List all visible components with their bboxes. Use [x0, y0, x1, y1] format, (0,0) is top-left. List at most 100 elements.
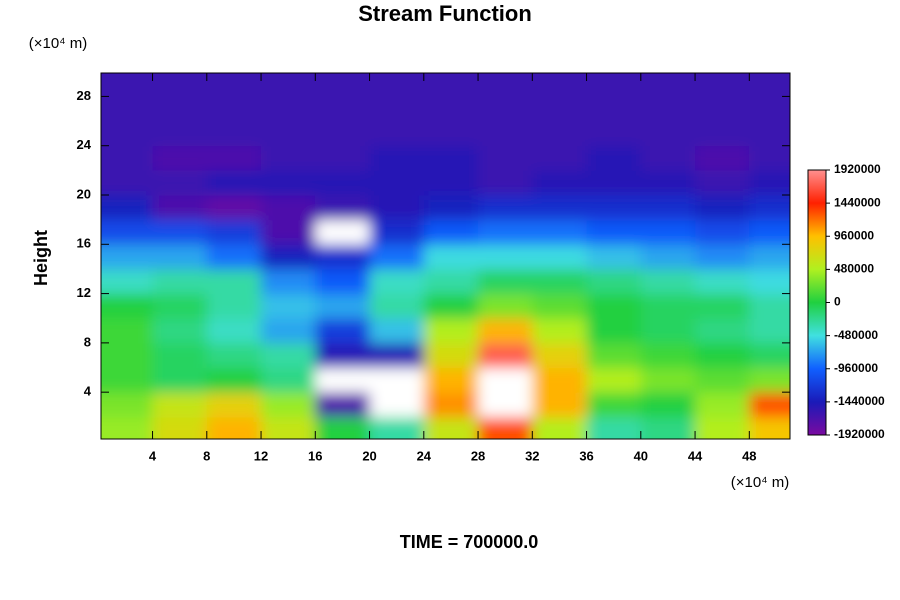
contour-cell: [315, 96, 371, 122]
contour-cell: [261, 268, 316, 295]
contour-cell: [101, 73, 154, 97]
contour-cell: [640, 96, 696, 122]
contour-cell: [478, 367, 533, 393]
y-tick-label: 24: [77, 137, 92, 152]
contour-cell: [695, 367, 750, 393]
contour-cell: [423, 244, 479, 270]
contour-cell: [101, 145, 154, 171]
contour-cell: [532, 367, 588, 393]
contour-cell: [478, 73, 533, 97]
contour-cell: [532, 96, 588, 122]
contour-cell: [586, 73, 642, 97]
contour-cell: [749, 244, 790, 270]
contour-cell: [206, 195, 262, 221]
contour-cell: [315, 244, 371, 270]
contour-cell: [423, 121, 479, 147]
contour-cell: [206, 318, 262, 344]
contour-cell: [695, 73, 750, 97]
contour-cell: [586, 318, 642, 344]
colorbar-tick-label: 1440000: [834, 195, 881, 209]
contour-cell: [695, 318, 750, 344]
contour-cell: [478, 145, 533, 171]
contour-cell: [206, 170, 262, 196]
contour-cell: [423, 268, 479, 295]
contour-cell: [315, 342, 371, 369]
contour-cell: [749, 318, 790, 344]
contour-cell: [101, 293, 154, 319]
contour-cell: [695, 96, 750, 122]
contour-cell: [749, 367, 790, 393]
contour-cell: [206, 244, 262, 270]
contour-cell: [695, 293, 750, 319]
contour-cell: [640, 268, 696, 295]
contour-cell: [206, 416, 262, 439]
contour-cell: [206, 367, 262, 393]
contour-cell: [315, 318, 371, 344]
contour-cell: [261, 73, 316, 97]
contour-cell: [640, 195, 696, 221]
contour-cell: [369, 293, 425, 319]
contour-cell: [152, 145, 208, 171]
contour-cell: [315, 170, 371, 196]
contour-cell: [532, 416, 588, 439]
contour-cell: [640, 244, 696, 270]
contour-cell: [206, 121, 262, 147]
contour-cell: [101, 195, 154, 221]
contour-cell: [261, 121, 316, 147]
x-tick-label: 20: [362, 448, 376, 463]
contour-cell: [640, 416, 696, 439]
contour-cell: [423, 96, 479, 122]
contour-cell: [152, 170, 208, 196]
colorbar: [807, 169, 827, 436]
contour-cell: [532, 121, 588, 147]
contour-cell: [478, 219, 533, 245]
contour-cell: [695, 392, 750, 418]
contour-cell: [532, 293, 588, 319]
contour-cell: [369, 268, 425, 295]
contour-cell: [206, 392, 262, 418]
contour-cell: [369, 195, 425, 221]
contour-cell: [315, 416, 371, 439]
contour-cell: [369, 244, 425, 270]
y-tick-label: 16: [77, 236, 91, 251]
y-tick-label: 28: [77, 88, 91, 103]
contour-cell: [478, 244, 533, 270]
contour-cell: [586, 244, 642, 270]
contour-cell: [749, 342, 790, 369]
contour-cell: [206, 342, 262, 369]
contour-cell: [152, 268, 208, 295]
contour-cell: [206, 268, 262, 295]
contour-cell: [369, 318, 425, 344]
contour-cell: [695, 170, 750, 196]
contour-cell: [586, 170, 642, 196]
contour-cell: [695, 219, 750, 245]
contour-cell: [640, 342, 696, 369]
contour-cell: [101, 342, 154, 369]
contour-cell: [695, 268, 750, 295]
contour-cell: [152, 342, 208, 369]
contour-field: [101, 73, 790, 439]
contour-cell: [369, 416, 425, 439]
contour-cell: [101, 170, 154, 196]
contour-cell: [369, 121, 425, 147]
colorbar-tick-label: -480000: [834, 328, 878, 342]
contour-cell: [640, 121, 696, 147]
contour-cell: [315, 293, 371, 319]
contour-cell: [101, 367, 154, 393]
contour-cell: [101, 121, 154, 147]
contour-cell: [369, 342, 425, 369]
contour-cell: [206, 293, 262, 319]
contour-cell: [586, 293, 642, 319]
contour-cell: [206, 219, 262, 245]
contour-cell: [749, 219, 790, 245]
contour-cell: [478, 392, 533, 418]
contour-cell: [586, 416, 642, 439]
x-tick-label: 32: [525, 448, 539, 463]
contour-cell: [152, 244, 208, 270]
contour-cell: [423, 293, 479, 319]
contour-cell: [695, 121, 750, 147]
contour-cell: [152, 392, 208, 418]
contour-cell: [532, 145, 588, 171]
contour-cell: [532, 244, 588, 270]
contour-cell: [261, 293, 316, 319]
